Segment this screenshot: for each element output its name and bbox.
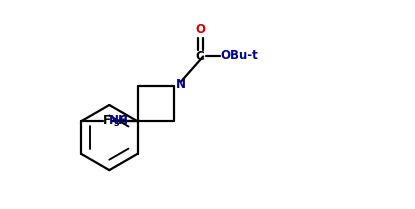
Text: 3: 3: [114, 119, 120, 128]
Text: N: N: [176, 78, 186, 91]
Text: NH: NH: [109, 114, 129, 127]
Text: F: F: [103, 114, 111, 127]
Text: OBu-t: OBu-t: [220, 49, 258, 62]
Text: C: C: [196, 50, 205, 63]
Text: C: C: [119, 114, 127, 127]
Text: O: O: [195, 23, 205, 36]
